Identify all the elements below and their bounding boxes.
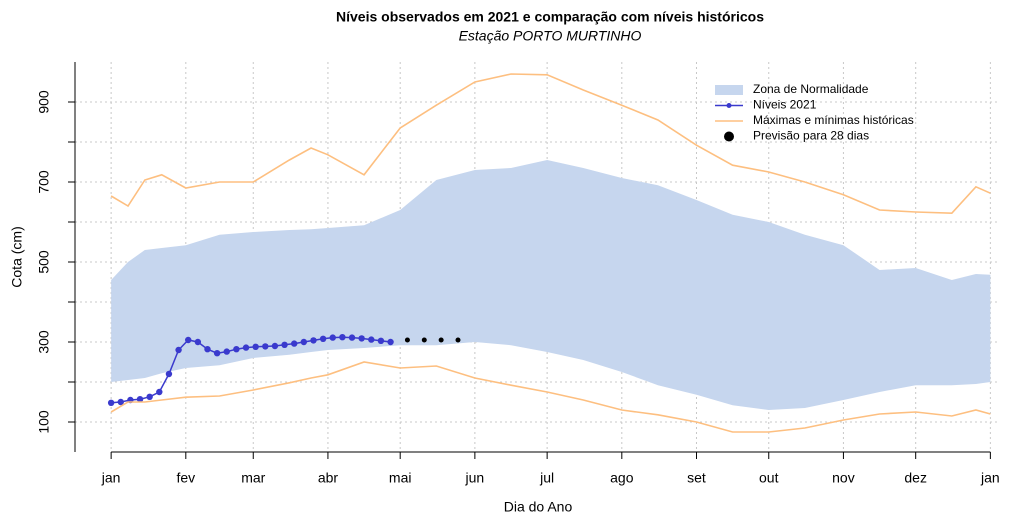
legend-swatch	[724, 131, 734, 142]
x-tick-label: jul	[539, 470, 554, 486]
x-tick-label: abr	[318, 470, 339, 486]
x-tick-label: ago	[610, 470, 634, 486]
x-tick-label: out	[759, 470, 779, 486]
level-point	[281, 341, 288, 348]
forecast-point	[404, 337, 410, 343]
x-axis-label: Dia do Ano	[504, 499, 573, 515]
legend-label: Níveis 2021	[753, 98, 817, 112]
level-point	[271, 342, 279, 350]
level-point	[165, 370, 173, 378]
level-point	[107, 399, 115, 406]
y-tick-label: 900	[36, 90, 52, 114]
level-point	[339, 334, 346, 341]
x-tick-label: mar	[241, 470, 265, 486]
legend-label: Zona de Normalidade	[753, 82, 869, 96]
level-point	[387, 338, 394, 346]
level-point	[310, 337, 317, 344]
level-point	[233, 346, 240, 353]
level-point	[194, 338, 202, 346]
x-tick-label: jan	[101, 470, 121, 486]
level-point	[117, 398, 124, 406]
level-point	[213, 350, 221, 357]
level-point	[262, 343, 269, 350]
legend-swatch	[726, 103, 732, 108]
level-point	[185, 336, 192, 344]
level-point	[136, 396, 144, 403]
level-point	[204, 346, 211, 353]
legend-swatch	[715, 85, 743, 95]
level-point	[242, 344, 250, 351]
x-tick-label: mai	[389, 470, 412, 486]
level-point	[146, 393, 153, 400]
axes: 100 300 500 700 900 jan fev mar abr mai jun jul ago s…	[36, 62, 1000, 486]
level-point	[358, 335, 365, 342]
y-tick-label: 700	[36, 170, 52, 194]
historic-upper-line	[110, 73, 991, 215]
x-tick-label: dez	[904, 470, 927, 486]
chart-title: Níveis observados em 2021 e comparação c…	[336, 9, 764, 25]
x-tick-label: nov	[832, 470, 855, 486]
level-point	[291, 340, 298, 347]
level-point	[377, 337, 385, 344]
level-point	[368, 336, 375, 343]
chart-subtitle: Estação PORTO MURTINHO	[459, 28, 642, 44]
y-axis-label: Cota (cm)	[9, 226, 25, 287]
level-point	[300, 338, 308, 346]
y-tick-label: 300	[36, 330, 52, 354]
historic-lower-line	[110, 361, 991, 433]
y-tick-label: 500	[36, 250, 52, 274]
forecast-point	[421, 337, 427, 343]
x-tick-label: jun	[465, 470, 485, 486]
normal-band	[111, 160, 991, 410]
level-point	[156, 388, 163, 396]
x-tick-label: fev	[176, 470, 195, 486]
level-point	[252, 343, 259, 350]
y-tick-label: 100	[36, 410, 52, 434]
level-point	[223, 348, 230, 355]
data	[107, 73, 991, 433]
level-point	[175, 346, 182, 354]
forecast-point	[455, 337, 461, 343]
level-point	[348, 334, 356, 341]
level-point	[329, 334, 336, 341]
forecast-point	[438, 337, 444, 343]
level-point	[319, 335, 327, 342]
x-tick-label: jan	[980, 470, 1000, 486]
legend-label: Máximas e mínimas históricas	[753, 113, 914, 127]
legend-label: Previsão para 28 dias	[753, 129, 869, 143]
x-tick-label: set	[687, 470, 706, 486]
